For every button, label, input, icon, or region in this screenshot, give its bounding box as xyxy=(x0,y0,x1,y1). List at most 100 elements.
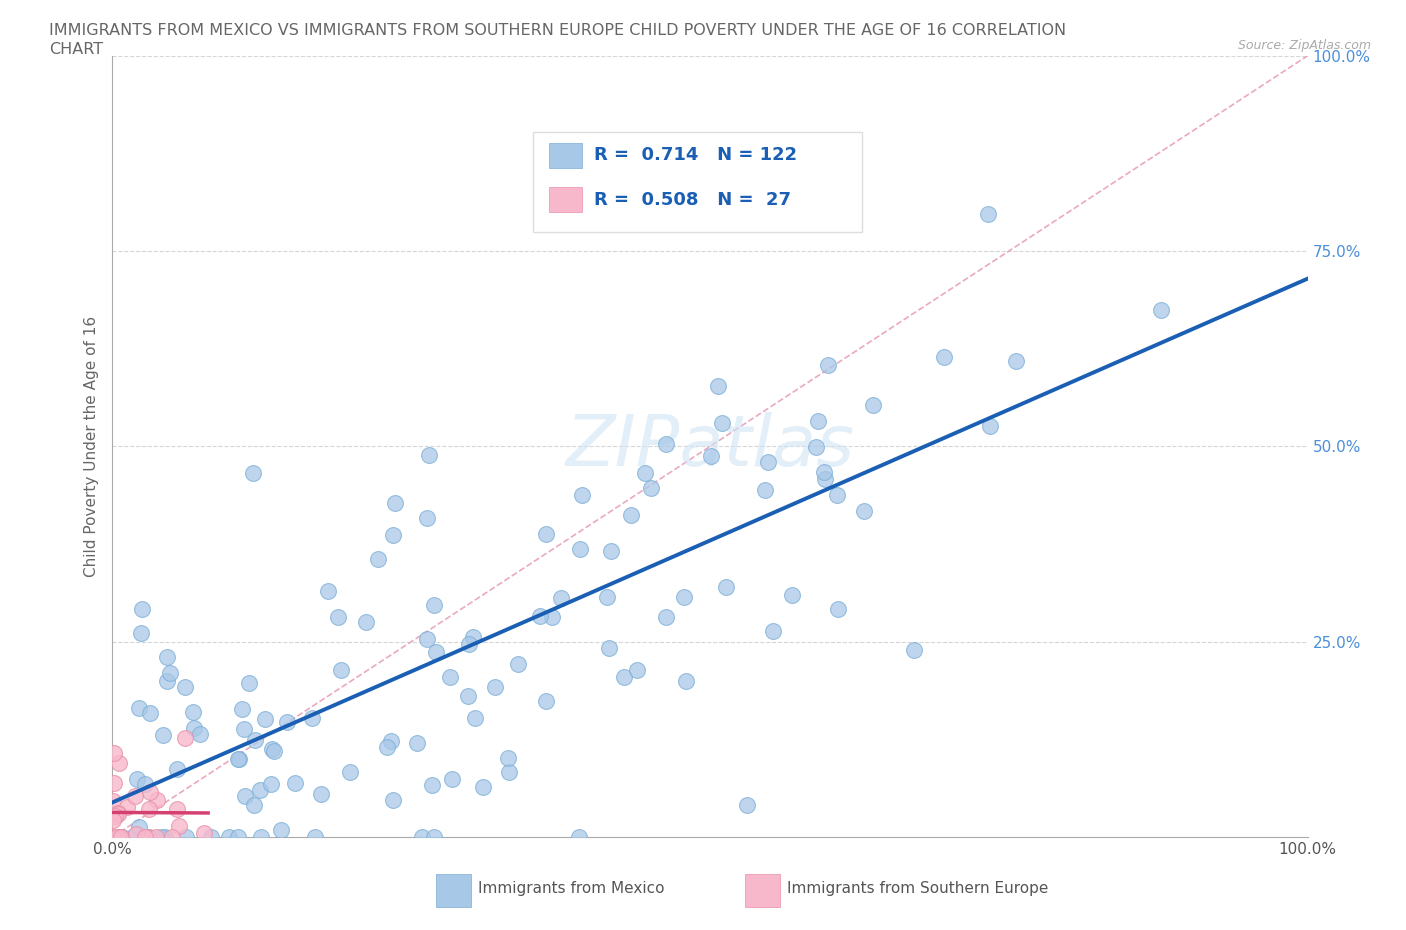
Point xyxy=(640,481,662,496)
Point xyxy=(107,806,129,821)
Point xyxy=(125,827,148,842)
Point xyxy=(188,727,211,742)
Point xyxy=(461,630,484,644)
Point xyxy=(304,830,326,844)
Point xyxy=(699,448,721,463)
Point xyxy=(166,762,188,777)
Point xyxy=(416,511,439,525)
Point xyxy=(620,507,643,522)
Point xyxy=(139,706,162,721)
Point xyxy=(440,772,463,787)
Point xyxy=(155,650,177,665)
Point xyxy=(529,608,551,623)
Point xyxy=(339,764,361,779)
Point xyxy=(862,397,884,412)
Point xyxy=(613,670,636,684)
Point xyxy=(226,751,249,766)
Point xyxy=(979,418,1001,433)
Point xyxy=(249,830,271,844)
Point xyxy=(122,829,145,844)
Point xyxy=(422,777,444,792)
Point xyxy=(238,675,260,690)
Point xyxy=(131,602,153,617)
Point xyxy=(169,819,191,834)
Point xyxy=(243,732,266,747)
Point xyxy=(129,625,152,640)
Point xyxy=(382,528,405,543)
Point xyxy=(423,598,446,613)
Point xyxy=(375,740,398,755)
Point xyxy=(160,830,183,844)
Point xyxy=(425,644,447,659)
Point xyxy=(193,826,215,841)
Point xyxy=(107,830,129,844)
Point xyxy=(634,466,657,481)
Point xyxy=(174,731,197,746)
Point xyxy=(1150,303,1173,318)
Point xyxy=(263,744,285,759)
Point xyxy=(804,440,827,455)
Point xyxy=(110,830,132,844)
Point xyxy=(496,751,519,765)
Point xyxy=(550,591,572,605)
Point xyxy=(406,736,429,751)
Point xyxy=(748,207,770,222)
FancyBboxPatch shape xyxy=(548,187,582,212)
Point xyxy=(183,721,205,736)
Point xyxy=(105,830,128,844)
Point xyxy=(103,776,125,790)
Point xyxy=(903,642,925,657)
Point xyxy=(181,705,204,720)
Point xyxy=(380,733,402,748)
Point xyxy=(675,673,697,688)
Point xyxy=(139,784,162,799)
Point xyxy=(260,742,283,757)
Point xyxy=(411,830,433,844)
Point xyxy=(134,777,156,791)
Point xyxy=(108,830,131,844)
Point xyxy=(464,711,486,725)
Text: CHART: CHART xyxy=(49,42,103,57)
Point xyxy=(260,777,283,791)
Point xyxy=(382,792,405,807)
Point xyxy=(814,472,837,486)
Point xyxy=(817,357,839,372)
Point xyxy=(534,526,557,541)
Point xyxy=(498,765,520,780)
Point xyxy=(600,544,623,559)
Point xyxy=(825,487,848,502)
Point xyxy=(174,830,197,844)
Point xyxy=(484,679,506,694)
Point xyxy=(827,601,849,616)
Point xyxy=(242,797,264,812)
Point xyxy=(301,711,323,725)
Point xyxy=(136,830,159,844)
Point xyxy=(242,465,264,480)
FancyBboxPatch shape xyxy=(533,131,862,232)
Point xyxy=(115,799,138,814)
Point xyxy=(174,679,197,694)
Point xyxy=(134,830,156,844)
Point xyxy=(159,666,181,681)
Point xyxy=(101,813,124,828)
Point xyxy=(655,609,678,624)
Point xyxy=(367,551,389,566)
Point xyxy=(416,631,439,646)
Point xyxy=(598,641,620,656)
Text: Immigrants from Mexico: Immigrants from Mexico xyxy=(478,881,665,896)
Point xyxy=(104,808,127,823)
Text: R =  0.714   N = 122: R = 0.714 N = 122 xyxy=(595,146,797,164)
Point xyxy=(138,802,160,817)
Point xyxy=(156,674,179,689)
Point xyxy=(231,701,253,716)
Point xyxy=(457,688,479,703)
Point xyxy=(124,789,146,804)
Point xyxy=(101,793,124,808)
Point xyxy=(626,663,648,678)
Point xyxy=(128,700,150,715)
Point xyxy=(103,830,125,844)
Point xyxy=(318,583,340,598)
Point xyxy=(735,798,758,813)
Point xyxy=(932,350,955,365)
Point xyxy=(806,413,828,428)
